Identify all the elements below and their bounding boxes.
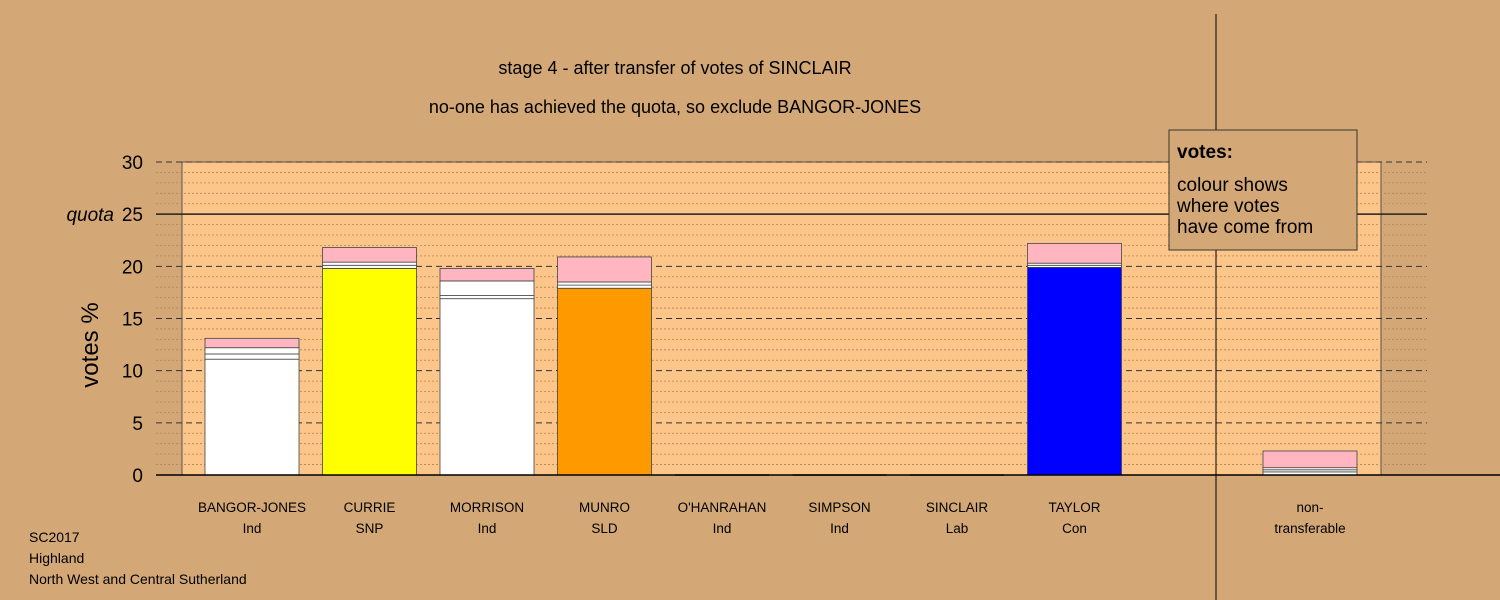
candidate-party-label: SLD xyxy=(591,521,618,536)
bar-munro xyxy=(557,256,652,476)
candidate-party-label: Ind xyxy=(478,521,497,536)
candidate-name-label: SINCLAIR xyxy=(926,500,989,515)
candidate-name-label: CURRIE xyxy=(344,500,396,515)
candidate-party-label: SNP xyxy=(356,521,384,536)
bar-segment xyxy=(439,280,535,296)
bar-segment xyxy=(1027,266,1122,476)
y-tick-label: 20 xyxy=(122,257,143,278)
bar-segment xyxy=(557,256,652,283)
candidate-name-label: TAYLOR xyxy=(1048,500,1100,515)
bar-bangorjones xyxy=(204,337,300,476)
bar-segment xyxy=(439,268,535,282)
y-tick-label: 30 xyxy=(122,153,143,174)
bar-segment xyxy=(557,284,652,289)
candidate-party-label: Ind xyxy=(243,521,262,536)
bar-segment xyxy=(557,287,652,476)
y-tick-label: 0 xyxy=(132,466,143,487)
candidate-name-label: O'HANRAHAN xyxy=(678,500,767,515)
chart-title-line2: no-one has achieved the quota, so exclud… xyxy=(429,97,921,117)
chart-title-line1: stage 4 - after transfer of votes of SIN… xyxy=(498,58,851,78)
bar-taylor xyxy=(1027,242,1122,476)
bar-segment xyxy=(322,264,417,269)
bar-segment xyxy=(204,358,300,476)
footer-line-2: Highland xyxy=(29,550,84,566)
legend-line-1: colour shows xyxy=(1177,175,1288,196)
legend-box: votes: colour shows where votes have com… xyxy=(1168,129,1358,251)
quota-label: quota xyxy=(66,205,114,226)
y-tick-label: 15 xyxy=(122,310,143,331)
candidate-party-label: Con xyxy=(1062,521,1087,536)
bar-segment xyxy=(322,268,417,476)
bar-segment xyxy=(439,295,535,300)
footer-line-3: North West and Central Sutherland xyxy=(29,571,247,587)
footer-line-1: SC2017 xyxy=(29,529,80,545)
legend-heading: votes: xyxy=(1177,142,1233,163)
y-tick-label: 10 xyxy=(122,362,143,383)
bar-segment xyxy=(439,298,535,476)
bar-segment xyxy=(204,353,300,360)
y-tick-label: 25 xyxy=(122,205,143,226)
candidate-name-label: MUNRO xyxy=(579,500,630,515)
candidate-party-label: Lab xyxy=(946,521,969,536)
candidate-name-label: SIMPSON xyxy=(808,500,870,515)
bar-segment xyxy=(204,337,300,349)
y-axis-label: votes % xyxy=(77,302,104,387)
legend-line-3: have come from xyxy=(1177,217,1313,238)
candidate-party-label: Ind xyxy=(713,521,732,536)
bar-segment xyxy=(1262,450,1358,469)
non-transferable-label: transferable xyxy=(1274,521,1345,536)
candidate-name-label: MORRISON xyxy=(450,500,524,515)
non-transferable-label: non- xyxy=(1296,500,1323,515)
bar-morrison xyxy=(439,268,535,476)
bar-segment xyxy=(204,347,300,355)
candidate-name-label: BANGOR-JONES xyxy=(198,500,306,515)
bar-segment xyxy=(322,261,417,266)
bar-segment xyxy=(322,247,417,263)
bar-segment xyxy=(557,281,652,286)
bar-non-transferable xyxy=(1262,450,1358,476)
y-tick-label: 5 xyxy=(132,414,143,435)
candidate-party-label: Ind xyxy=(830,521,849,536)
bar-currie xyxy=(322,247,417,476)
legend-line-2: where votes xyxy=(1176,196,1279,217)
bar-segment xyxy=(1027,242,1122,264)
